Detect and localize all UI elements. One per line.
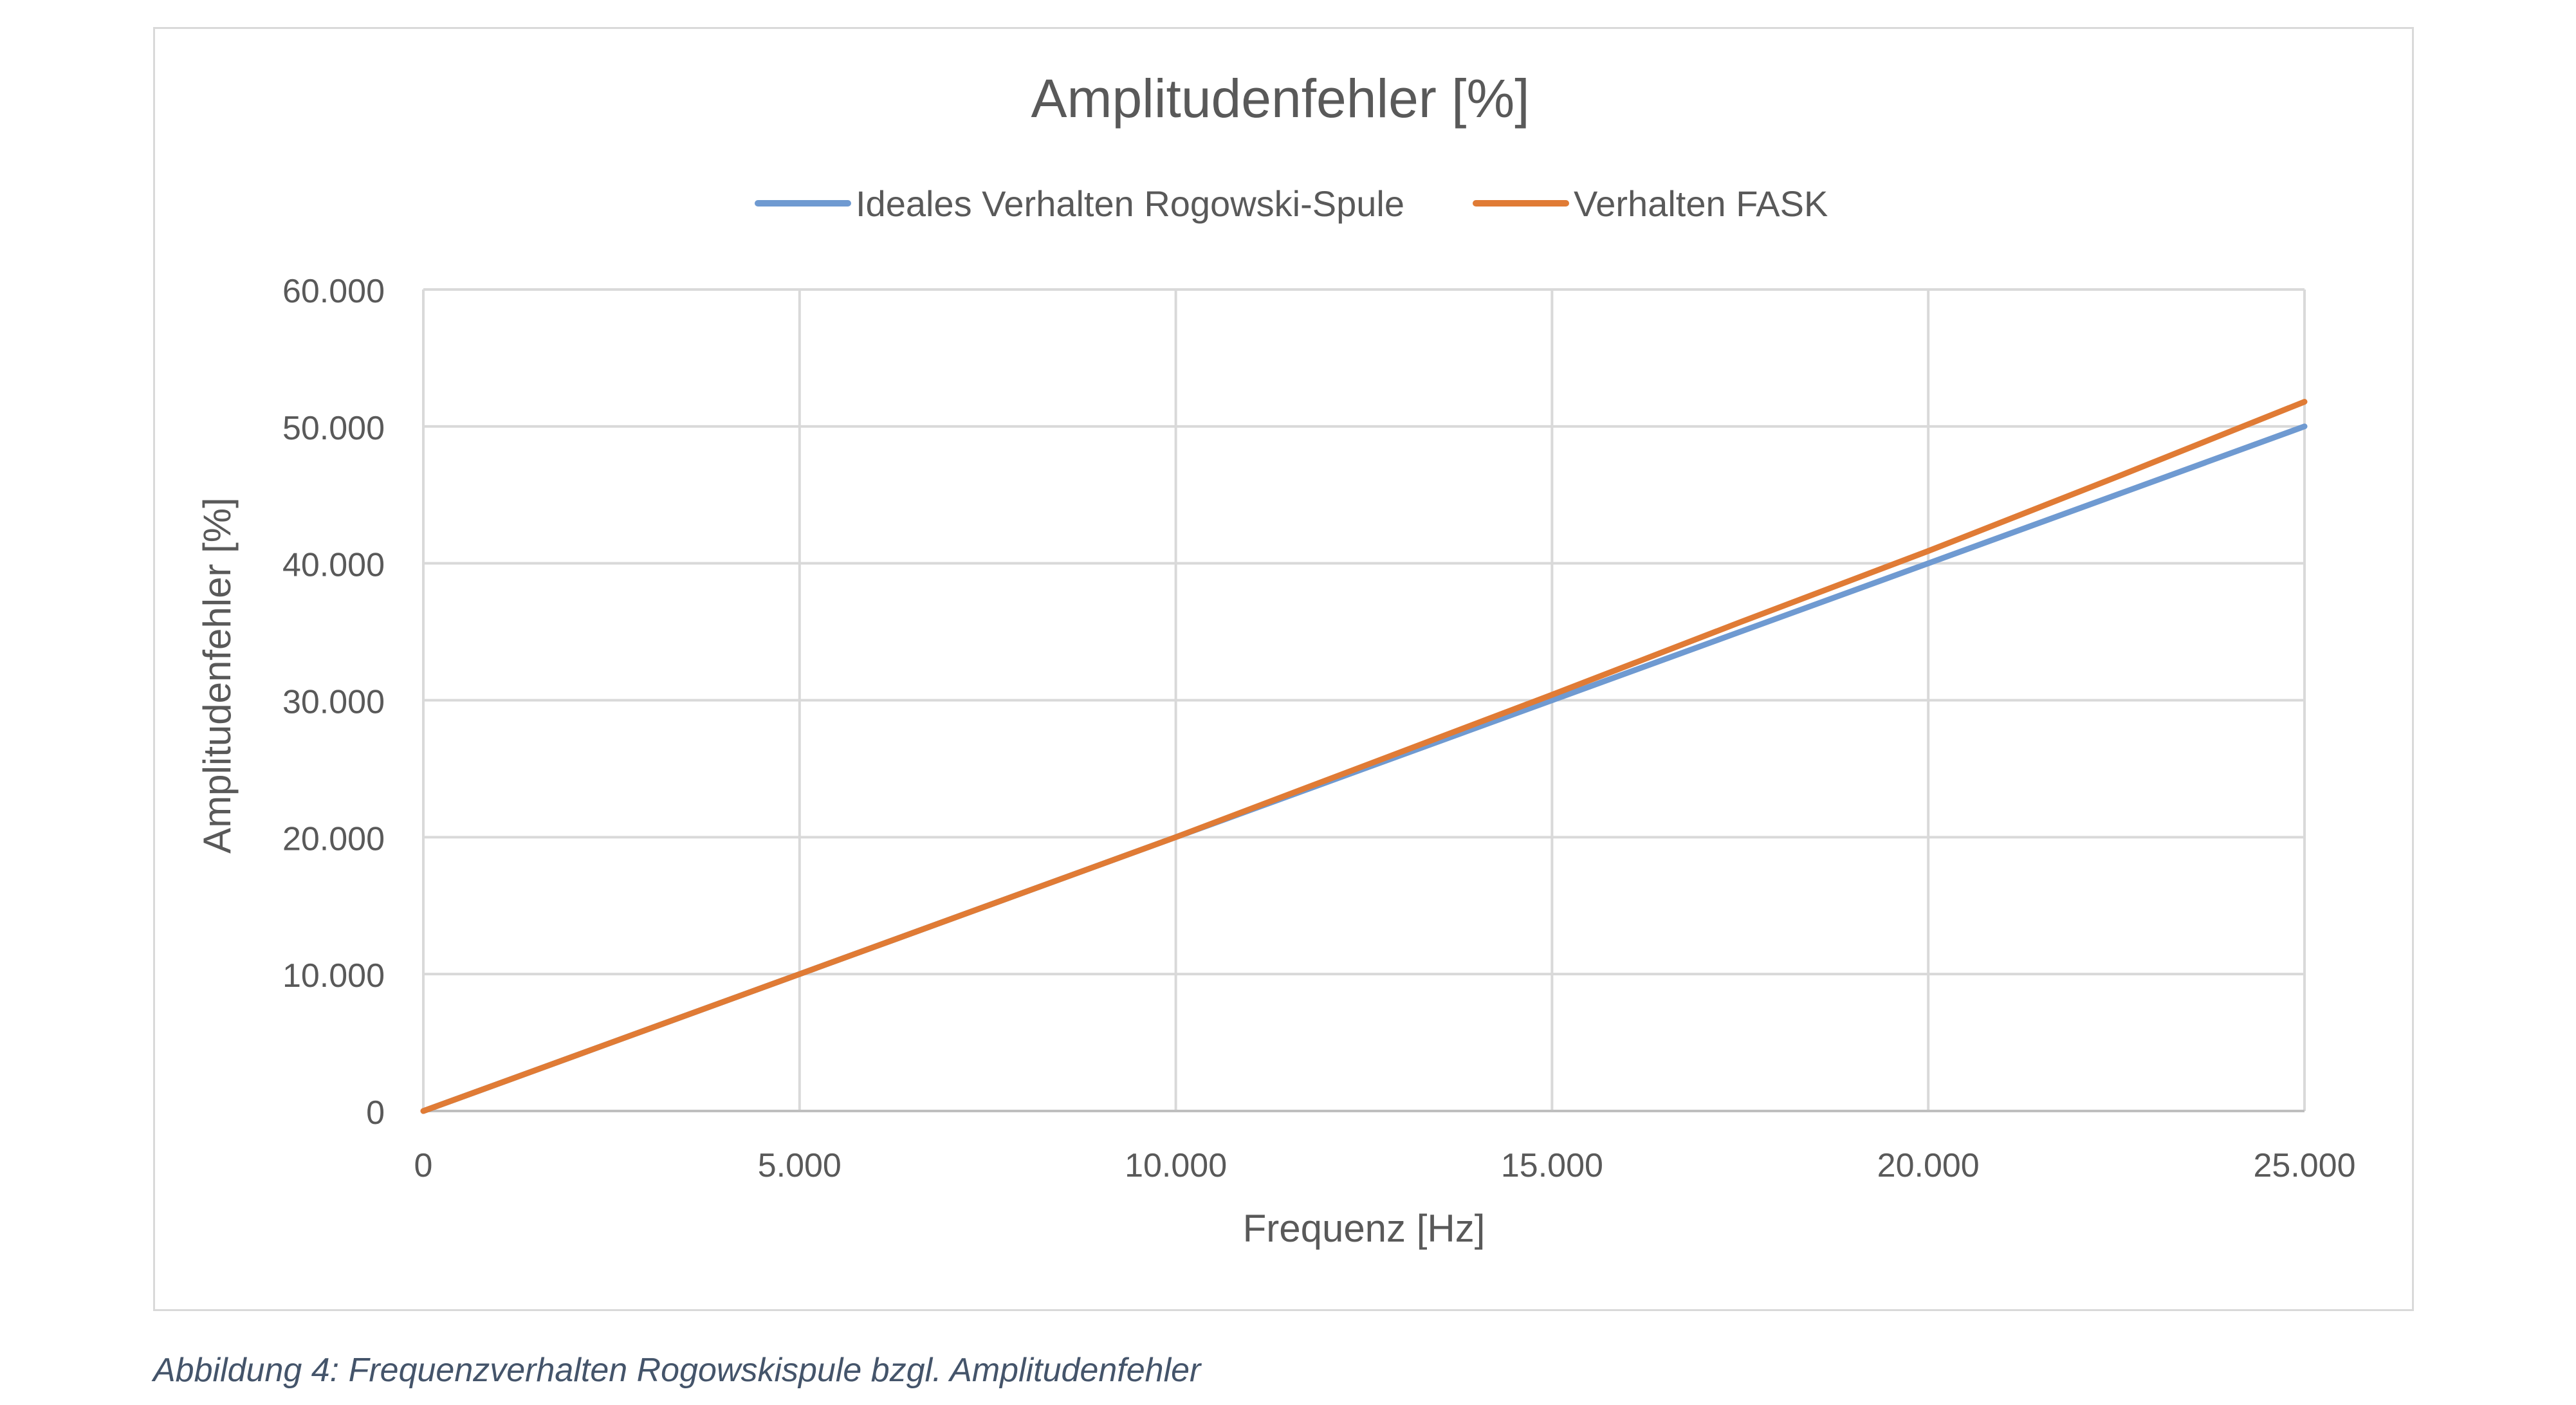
x-tick-label: 0 [414, 1147, 433, 1184]
chart-title: Amplitudenfehler [%] [1031, 68, 1529, 129]
x-tick-label: 25.000 [2253, 1147, 2355, 1184]
x-tick-label: 20.000 [1877, 1147, 1980, 1184]
y-tick-label: 0 [366, 1094, 385, 1132]
x-axis-label: Frequenz [Hz] [1243, 1207, 1486, 1250]
y-tick-label: 30.000 [282, 684, 385, 721]
x-tick-label: 5.000 [758, 1147, 842, 1184]
x-tick-label: 10.000 [1125, 1147, 1227, 1184]
figure-caption: Abbildung 4: Frequenzverhalten Rogowskis… [153, 1352, 1201, 1389]
y-axis-label: Amplitudenfehler [%] [196, 497, 239, 854]
y-tick-label: 50.000 [282, 410, 385, 447]
legend-label-0: Ideales Verhalten Rogowski-Spule [856, 183, 1404, 224]
x-tick-label: 15.000 [1501, 1147, 1603, 1184]
series-lines [420, 399, 2308, 1114]
legend: Ideales Verhalten Rogowski-Spule Verhalte… [755, 183, 1828, 224]
legend-label-1: Verhalten FASK [1574, 183, 1828, 224]
y-tick-label: 60.000 [282, 273, 385, 310]
y-tick-label: 40.000 [282, 547, 385, 584]
y-tick-label: 20.000 [282, 820, 385, 858]
y-tick-label: 10.000 [282, 957, 385, 995]
gridlines [422, 288, 2306, 1112]
x-axis-ticks: 0 5.000 10.000 15.000 20.000 25.000 [414, 1147, 2356, 1184]
series-line-1 [420, 399, 2308, 1114]
y-axis-ticks: 0 10.000 20.000 30.000 40.000 50.000 60.000 [282, 273, 385, 1132]
chart-frame [153, 27, 2414, 1311]
